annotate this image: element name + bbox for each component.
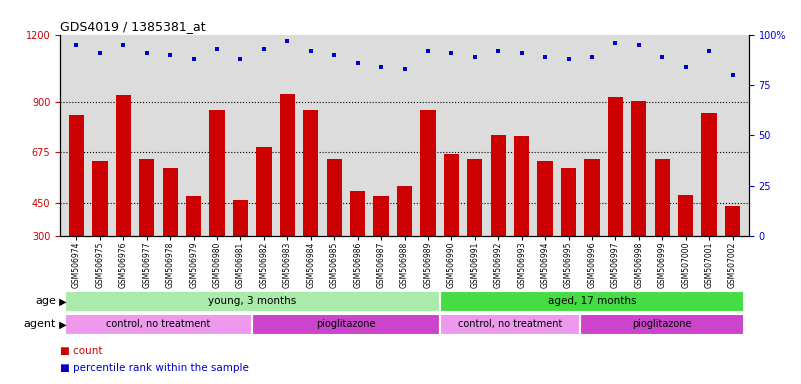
Bar bbox=[585, 159, 600, 303]
Text: young, 3 months: young, 3 months bbox=[208, 296, 296, 306]
Text: age: age bbox=[35, 296, 56, 306]
Bar bbox=[654, 159, 670, 303]
Bar bbox=[280, 94, 295, 303]
Bar bbox=[467, 159, 482, 303]
Text: GDS4019 / 1385381_at: GDS4019 / 1385381_at bbox=[60, 20, 206, 33]
Text: ■ count: ■ count bbox=[60, 346, 103, 356]
Bar bbox=[327, 159, 342, 303]
Bar bbox=[252, 314, 440, 335]
Bar bbox=[139, 159, 155, 303]
Bar bbox=[65, 291, 440, 312]
Bar bbox=[631, 101, 646, 303]
Bar bbox=[69, 115, 84, 303]
Bar bbox=[373, 196, 388, 303]
Bar bbox=[65, 314, 252, 335]
Text: agent: agent bbox=[24, 319, 56, 329]
Text: ▶: ▶ bbox=[56, 296, 66, 306]
Bar bbox=[580, 314, 744, 335]
Bar bbox=[678, 195, 694, 303]
Bar bbox=[702, 113, 717, 303]
Bar bbox=[537, 161, 553, 303]
Bar bbox=[209, 109, 224, 303]
Bar bbox=[303, 109, 319, 303]
Bar bbox=[444, 154, 459, 303]
Bar bbox=[490, 136, 506, 303]
Bar bbox=[725, 206, 740, 303]
Text: control, no treatment: control, no treatment bbox=[107, 319, 211, 329]
Bar bbox=[561, 168, 576, 303]
Bar bbox=[115, 95, 131, 303]
Bar bbox=[421, 109, 436, 303]
Text: pioglitazone: pioglitazone bbox=[633, 319, 692, 329]
Text: control, no treatment: control, no treatment bbox=[457, 319, 562, 329]
Bar bbox=[514, 136, 529, 303]
Bar bbox=[440, 291, 744, 312]
Text: ■ percentile rank within the sample: ■ percentile rank within the sample bbox=[60, 363, 249, 373]
Text: pioglitazone: pioglitazone bbox=[316, 319, 376, 329]
Bar bbox=[92, 161, 107, 303]
Text: aged, 17 months: aged, 17 months bbox=[548, 296, 636, 306]
Text: ▶: ▶ bbox=[56, 319, 66, 329]
Bar bbox=[350, 191, 365, 303]
Bar bbox=[440, 314, 580, 335]
Bar bbox=[186, 196, 201, 303]
Bar bbox=[233, 200, 248, 303]
Bar bbox=[163, 168, 178, 303]
Bar bbox=[396, 186, 413, 303]
Bar bbox=[608, 97, 623, 303]
Bar bbox=[256, 147, 272, 303]
